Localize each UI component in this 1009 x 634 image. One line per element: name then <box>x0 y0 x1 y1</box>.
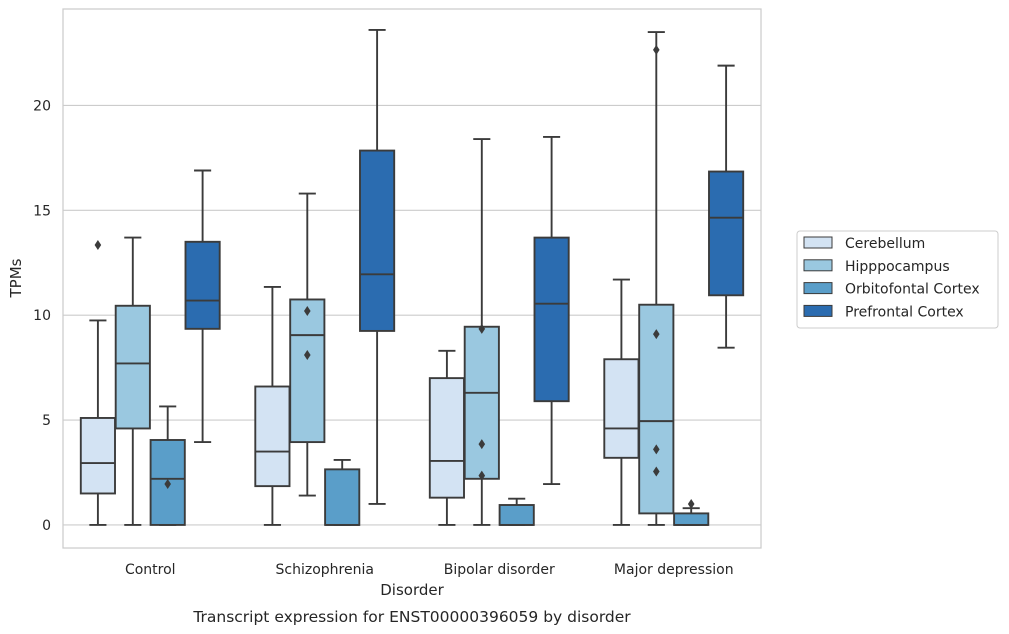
box-body <box>708 170 745 297</box>
outlier-point <box>653 444 660 455</box>
y-tick-labels: 0 5 10 15 20 <box>33 98 51 533</box>
box-prefrontal-cortex <box>184 169 221 444</box>
outlier-point <box>164 479 171 490</box>
box-prefrontal-cortex <box>533 135 570 485</box>
box-cerebellum <box>254 285 291 526</box>
box-body <box>533 236 570 403</box>
outlier-point <box>687 498 695 509</box>
box-cerebellum <box>428 349 465 526</box>
legend-frame <box>796 230 999 329</box>
legend-entry: Orbitofontal Cortex <box>845 282 980 298</box>
box-hipppocampus <box>289 192 326 497</box>
box-body <box>254 385 291 488</box>
figure-caption: Transcript expression for ENST0000039605… <box>192 608 631 626</box>
box-orbitofontal-cortex <box>498 497 535 526</box>
outlier-point <box>653 466 660 477</box>
box-series <box>79 29 745 526</box>
legend-entry: Prefrontal Cortex <box>845 304 964 320</box>
box-prefrontal-cortex <box>359 29 396 505</box>
box-body <box>603 358 640 459</box>
box-cerebellum <box>79 239 116 526</box>
legend-swatch <box>803 236 833 249</box>
x-tick-labels: Control Schizophrenia Bipolar disorder Majo… <box>125 562 734 578</box>
legend: Cerebellum Hipppocampus Orbitofontal Corte… <box>796 230 999 329</box>
box-orbitofontal-cortex <box>324 458 361 526</box>
x-tick-label: Schizophrenia <box>276 562 374 578</box>
box-body <box>463 325 500 480</box>
box-hipppocampus <box>114 236 151 526</box>
box-body <box>638 303 675 515</box>
y-axis-label: TPMs <box>7 258 25 298</box>
outlier-point <box>478 323 486 334</box>
plot-frame <box>62 8 762 549</box>
outlier-point <box>304 306 311 317</box>
legend-swatch <box>803 304 833 317</box>
outlier-point <box>478 470 486 481</box>
outlier-point <box>653 44 660 55</box>
x-tick-label: Control <box>125 562 176 578</box>
legend-swatch <box>803 259 833 272</box>
box-body <box>359 149 396 332</box>
y-tick-label: 10 <box>33 308 51 324</box>
box-hipppocampus <box>638 31 675 526</box>
box-body <box>114 304 151 430</box>
x-tick-label: Major depression <box>614 562 734 578</box>
outlier-point <box>478 439 486 450</box>
box-body <box>79 417 116 495</box>
outlier-point <box>304 350 311 361</box>
box-prefrontal-cortex <box>708 64 745 349</box>
box-orbitofontal-cortex <box>673 498 710 526</box>
y-tick-label: 20 <box>33 98 51 114</box>
outlier-point <box>653 329 660 340</box>
y-tick-label: 0 <box>42 518 51 534</box>
legend-swatch <box>803 282 833 295</box>
y-tick-label: 15 <box>33 203 51 219</box>
box-body <box>184 240 221 330</box>
x-axis-label: Disorder <box>380 581 444 599</box>
box-hipppocampus <box>463 138 500 526</box>
legend-entry: Hipppocampus <box>845 259 950 275</box>
box-body <box>324 468 361 526</box>
box-body <box>428 377 465 499</box>
box-orbitofontal-cortex <box>149 405 186 526</box>
box-body <box>498 504 535 526</box>
box-cerebellum <box>603 278 640 526</box>
y-tick-label: 5 <box>42 413 51 429</box>
box-body <box>289 298 326 444</box>
box-body <box>673 512 710 526</box>
legend-entry: Cerebellum <box>845 236 925 252</box>
x-tick-label: Bipolar disorder <box>444 562 555 578</box>
outlier-point <box>94 239 102 250</box>
